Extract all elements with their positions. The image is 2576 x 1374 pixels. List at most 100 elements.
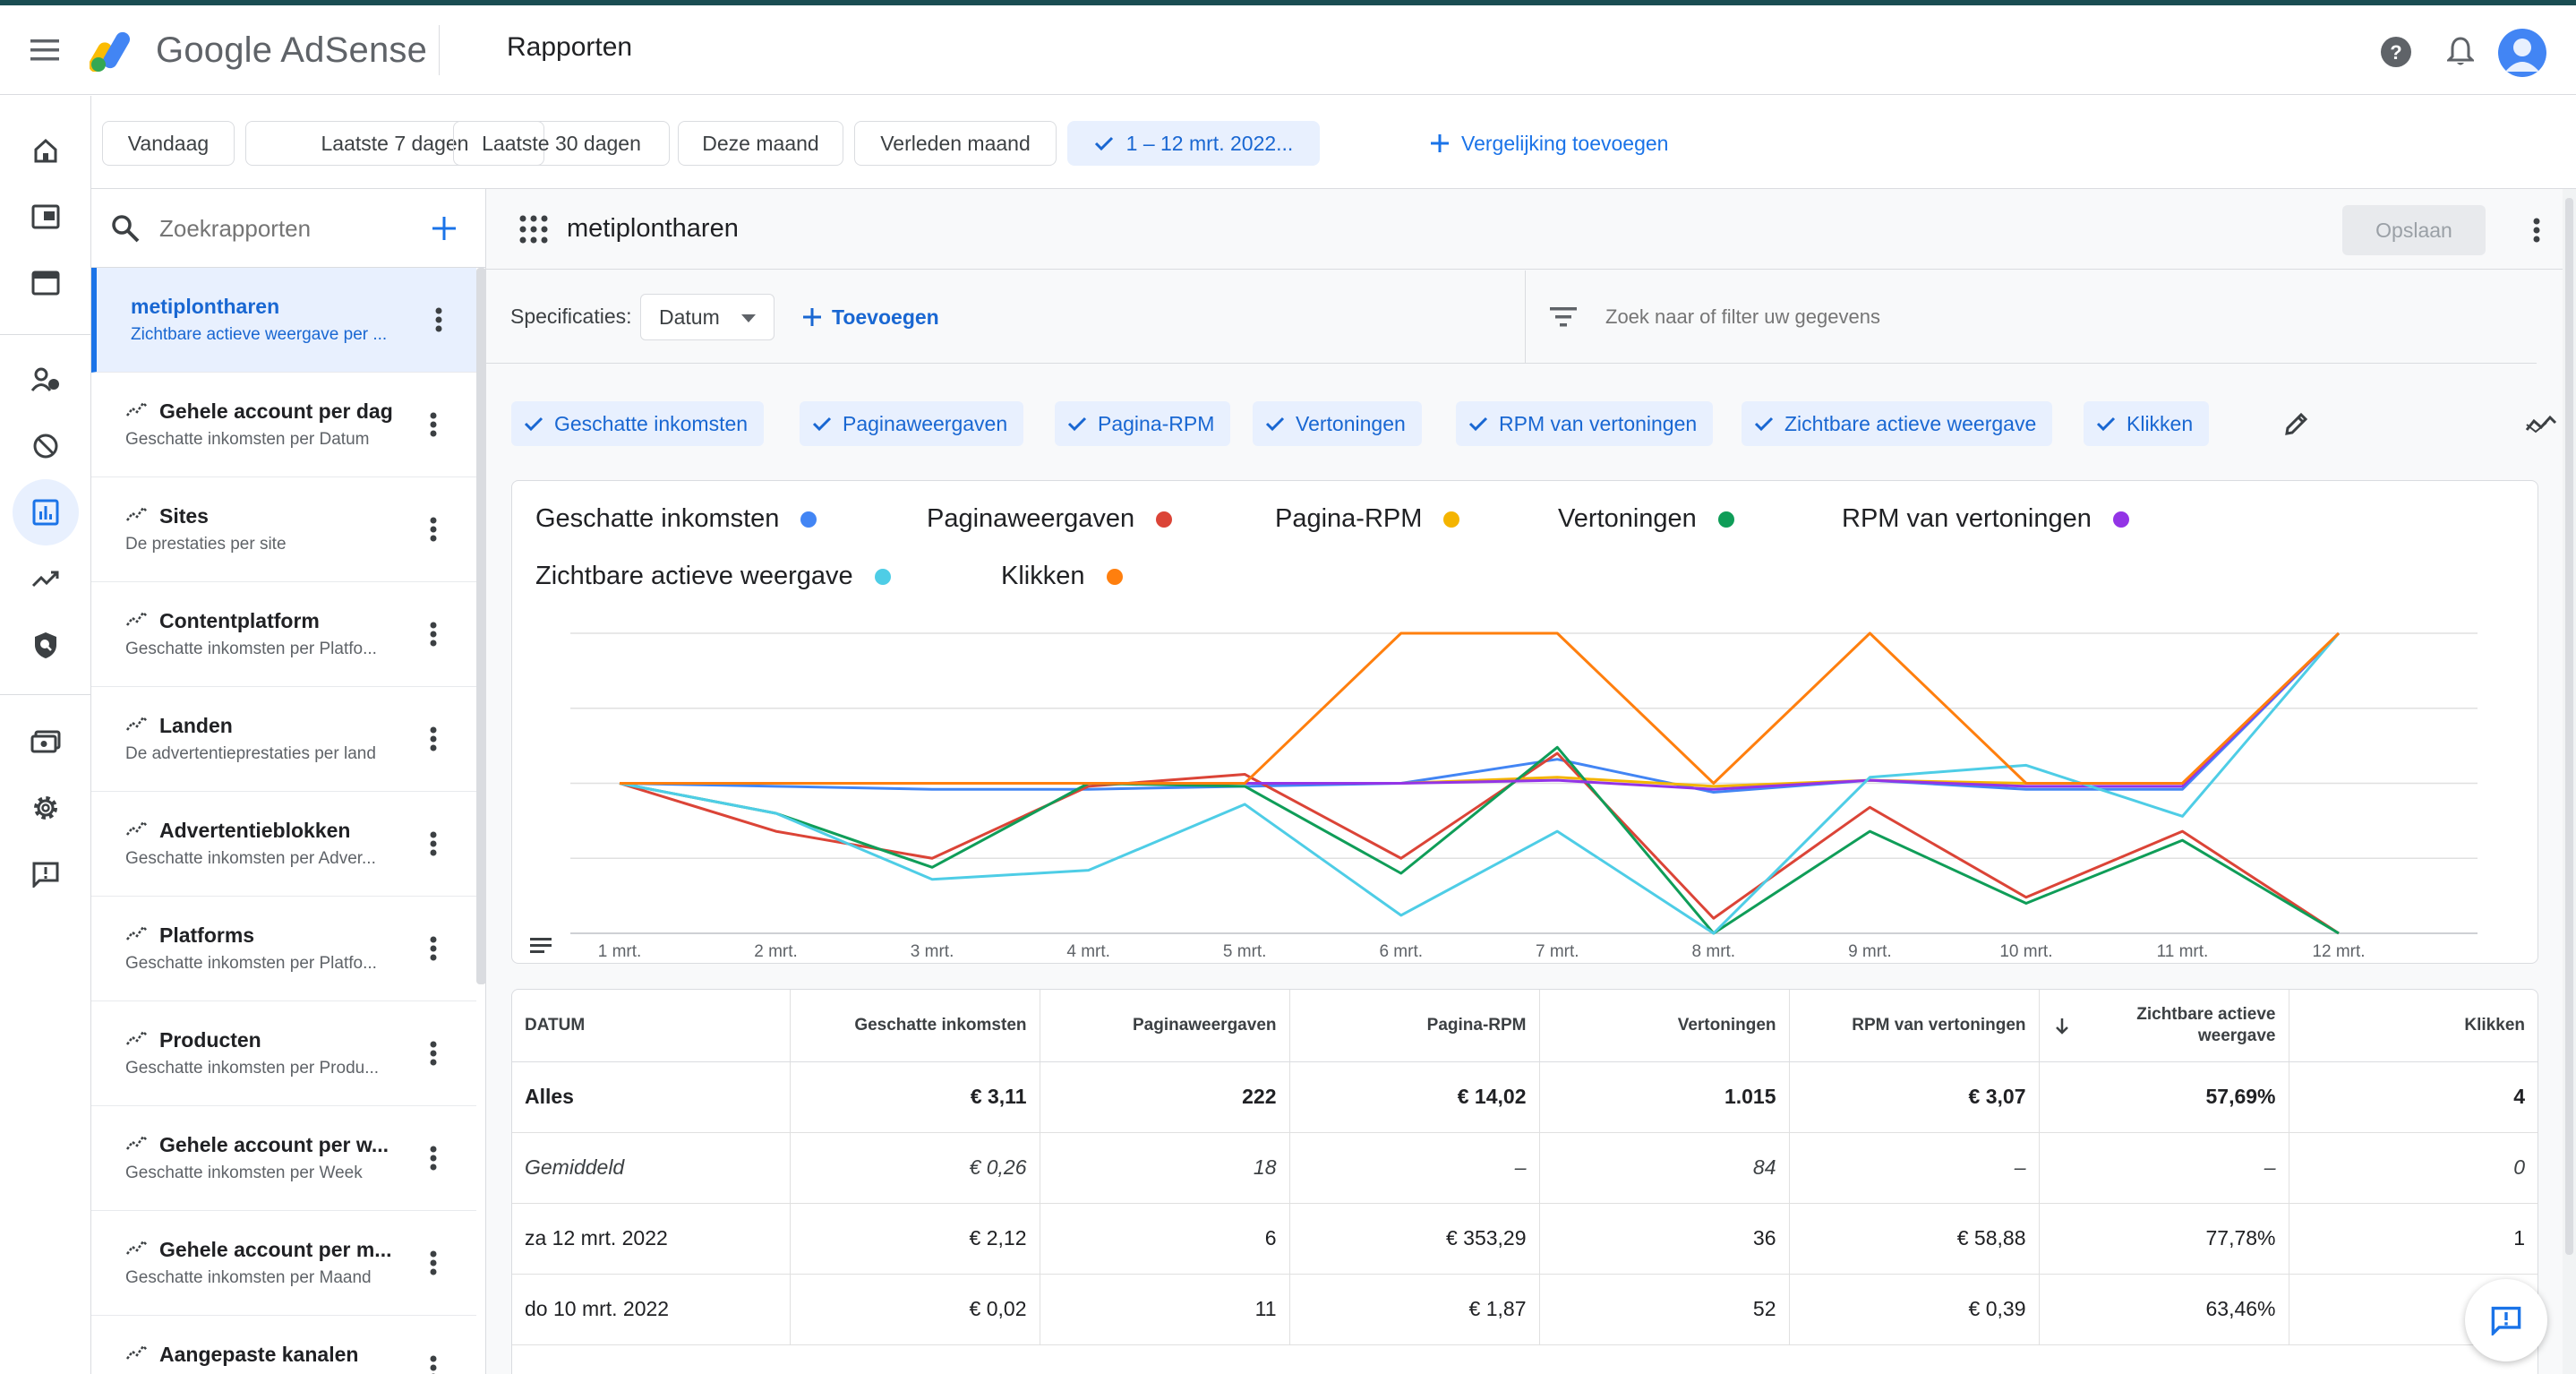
more-vert-icon[interactable] — [415, 511, 451, 547]
adsense-logo[interactable]: Google AdSense — [90, 25, 427, 75]
send-feedback-button[interactable] — [2465, 1279, 2547, 1361]
report-list-item[interactable]: Sites De prestaties per site — [91, 477, 476, 582]
report-list-item[interactable]: Gehele account per w... Geschatte inkomst… — [91, 1106, 476, 1211]
more-vert-icon[interactable] — [415, 1350, 451, 1374]
ads-icon[interactable] — [13, 184, 79, 250]
new-report-plus-icon[interactable] — [424, 209, 464, 248]
report-list-item[interactable]: Advertentieblokken Geschatte inkomsten pe… — [91, 792, 476, 897]
help-icon[interactable]: ? — [2376, 32, 2416, 72]
table-row[interactable]: Alles € 3,11 222 € 14,02 1.015 € 3,07 57,69% 4 — [512, 1061, 2537, 1133]
blocking-controls-icon[interactable] — [13, 413, 79, 479]
column-header[interactable]: Paginaweergaven — [1040, 990, 1290, 1062]
more-vert-icon[interactable] — [2519, 212, 2555, 248]
more-vert-icon[interactable] — [415, 1140, 451, 1176]
table-row[interactable]: do 10 mrt. 2022 € 0,02 11 € 1,87 52 € 0,39 63,… — [512, 1274, 2537, 1345]
date-chip-last-month[interactable]: Verleden maand — [854, 121, 1057, 166]
table-row[interactable]: za 12 mrt. 2022 € 2,12 6 € 353,29 36 € 58,88 7… — [512, 1203, 2537, 1275]
reports-scrollbar[interactable] — [476, 268, 485, 984]
report-list-item[interactable]: Platforms Geschatte inkomsten per Platfo.… — [91, 897, 476, 1001]
dimension-select-value: Datum — [659, 305, 720, 329]
metric-chip[interactable]: Pagina-RPM — [1055, 401, 1231, 446]
series-line[interactable] — [619, 745, 2340, 935]
apps-grid-icon[interactable] — [518, 214, 549, 245]
date-chip-today[interactable]: Vandaag — [102, 121, 235, 166]
account-avatar[interactable] — [2498, 29, 2546, 77]
report-list-item[interactable]: Contentplatform Geschatte inkomsten per P… — [91, 582, 476, 687]
metric-chip[interactable]: Paginaweergaven — [800, 401, 1024, 446]
column-header[interactable]: Zichtbare actieve weergave — [2039, 990, 2289, 1062]
report-list-item[interactable]: Producten Geschatte inkomsten per Produ..… — [91, 1001, 476, 1106]
more-vert-icon[interactable] — [415, 616, 451, 652]
chart-toggle-trend-icon[interactable] — [2520, 404, 2562, 443]
metric-chip[interactable]: Geschatte inkomsten — [511, 401, 765, 446]
metric-chip[interactable]: Vertoningen — [1253, 401, 1422, 446]
dimension-select[interactable]: Datum — [640, 294, 775, 340]
search-reports-input[interactable] — [159, 207, 410, 250]
date-chip-this-month[interactable]: Deze maand — [678, 121, 843, 166]
add-comparison-button[interactable]: Vergelijking toevoegen — [1429, 121, 1668, 166]
legend-item[interactable]: Vertoningen — [1558, 504, 1734, 534]
filter-data-input[interactable] — [1605, 296, 2411, 339]
report-list-item[interactable]: Aangepaste kanalen — [91, 1316, 476, 1374]
edit-metrics-pencil-icon[interactable] — [2277, 404, 2316, 443]
report-title: Gehele account per w... — [159, 1133, 389, 1156]
series-line[interactable] — [620, 631, 2341, 788]
more-vert-icon[interactable] — [415, 931, 451, 966]
series-line[interactable] — [619, 632, 2341, 935]
payments-icon[interactable] — [13, 708, 79, 775]
home-icon[interactable] — [13, 117, 79, 184]
table-cell: 36 — [1539, 1203, 1790, 1275]
feedback-icon[interactable] — [13, 841, 79, 907]
series-line[interactable] — [619, 631, 2341, 794]
date-chip-last-30-days[interactable]: Laatste 30 dagen — [453, 121, 670, 166]
notifications-bell-icon[interactable] — [2441, 32, 2480, 72]
metric-chip[interactable]: RPM van vertoningen — [1456, 401, 1714, 446]
legend-item[interactable]: Geschatte inkomsten — [535, 504, 817, 534]
legend-item[interactable]: RPM van vertoningen — [1842, 504, 2129, 534]
sites-icon[interactable] — [13, 250, 79, 316]
column-header[interactable]: RPM van vertoningen — [1789, 990, 2040, 1062]
add-dimension-button[interactable]: Toevoegen — [801, 294, 939, 340]
report-list-item[interactable]: Gehele account per m... Geschatte inkomst… — [91, 1211, 476, 1316]
menu-icon[interactable] — [27, 32, 63, 68]
legend-item[interactable]: Pagina-RPM — [1275, 504, 1460, 534]
column-header[interactable]: Pagina-RPM — [1289, 990, 1540, 1062]
series-line[interactable] — [620, 631, 2341, 791]
more-vert-icon[interactable] — [415, 721, 451, 757]
legend-item[interactable]: Zichtbare actieve weergave — [535, 562, 891, 591]
report-settings-gear-icon[interactable] — [2572, 121, 2576, 166]
settings-gear-icon[interactable] — [13, 775, 79, 841]
more-vert-icon[interactable] — [415, 1245, 451, 1281]
reports-icon[interactable] — [13, 479, 79, 545]
more-vert-icon[interactable] — [415, 407, 451, 442]
more-vert-icon[interactable] — [415, 826, 451, 862]
column-header[interactable]: Geschatte inkomsten — [790, 990, 1040, 1062]
report-list-item[interactable]: Gehele account per dag Geschatte inkomste… — [91, 373, 476, 477]
sort-arrow-down-icon[interactable] — [2052, 1016, 2072, 1035]
metric-chip[interactable]: Klikken — [2084, 401, 2210, 446]
series-line[interactable] — [619, 751, 2340, 935]
privacy-messaging-icon[interactable] — [13, 347, 79, 413]
optimization-icon[interactable] — [13, 545, 79, 612]
chart-table-toggle-icon[interactable] — [528, 936, 553, 956]
column-header[interactable]: DATUM — [512, 990, 791, 1062]
metric-chip[interactable]: Zichtbare actieve weergave — [1742, 401, 2053, 446]
series-line[interactable] — [620, 631, 2341, 785]
date-chip-custom-range[interactable]: 1 – 12 mrt. 2022... — [1067, 121, 1320, 166]
chart-card: Geschatte inkomsten Paginaweergaven Pagina… — [511, 480, 2538, 964]
more-vert-icon[interactable] — [421, 302, 457, 338]
main-scrollbar-thumb[interactable] — [2565, 198, 2573, 1255]
legend-item[interactable]: Paginaweergaven — [927, 504, 1173, 534]
save-button[interactable]: Opslaan — [2342, 205, 2486, 255]
main-scrollbar[interactable] — [2563, 189, 2576, 1374]
legend-item[interactable]: Klikken — [1001, 562, 1123, 591]
report-list-item[interactable]: metiplontharen Zichtbare actieve weergave… — [91, 268, 476, 373]
table-row[interactable]: Gemiddeld € 0,26 18–84– –0 — [512, 1132, 2537, 1204]
policy-center-icon[interactable] — [13, 612, 79, 678]
more-vert-icon[interactable] — [415, 1035, 451, 1071]
date-chip-last-7-days[interactable]: Laatste 7 dagen — [245, 121, 544, 166]
column-header[interactable]: Klikken — [2289, 990, 2537, 1062]
x-tick-label: 12 mrt. — [2312, 942, 2365, 961]
column-header[interactable]: Vertoningen — [1539, 990, 1790, 1062]
report-list-item[interactable]: Landen De advertentieprestaties per land — [91, 687, 476, 792]
